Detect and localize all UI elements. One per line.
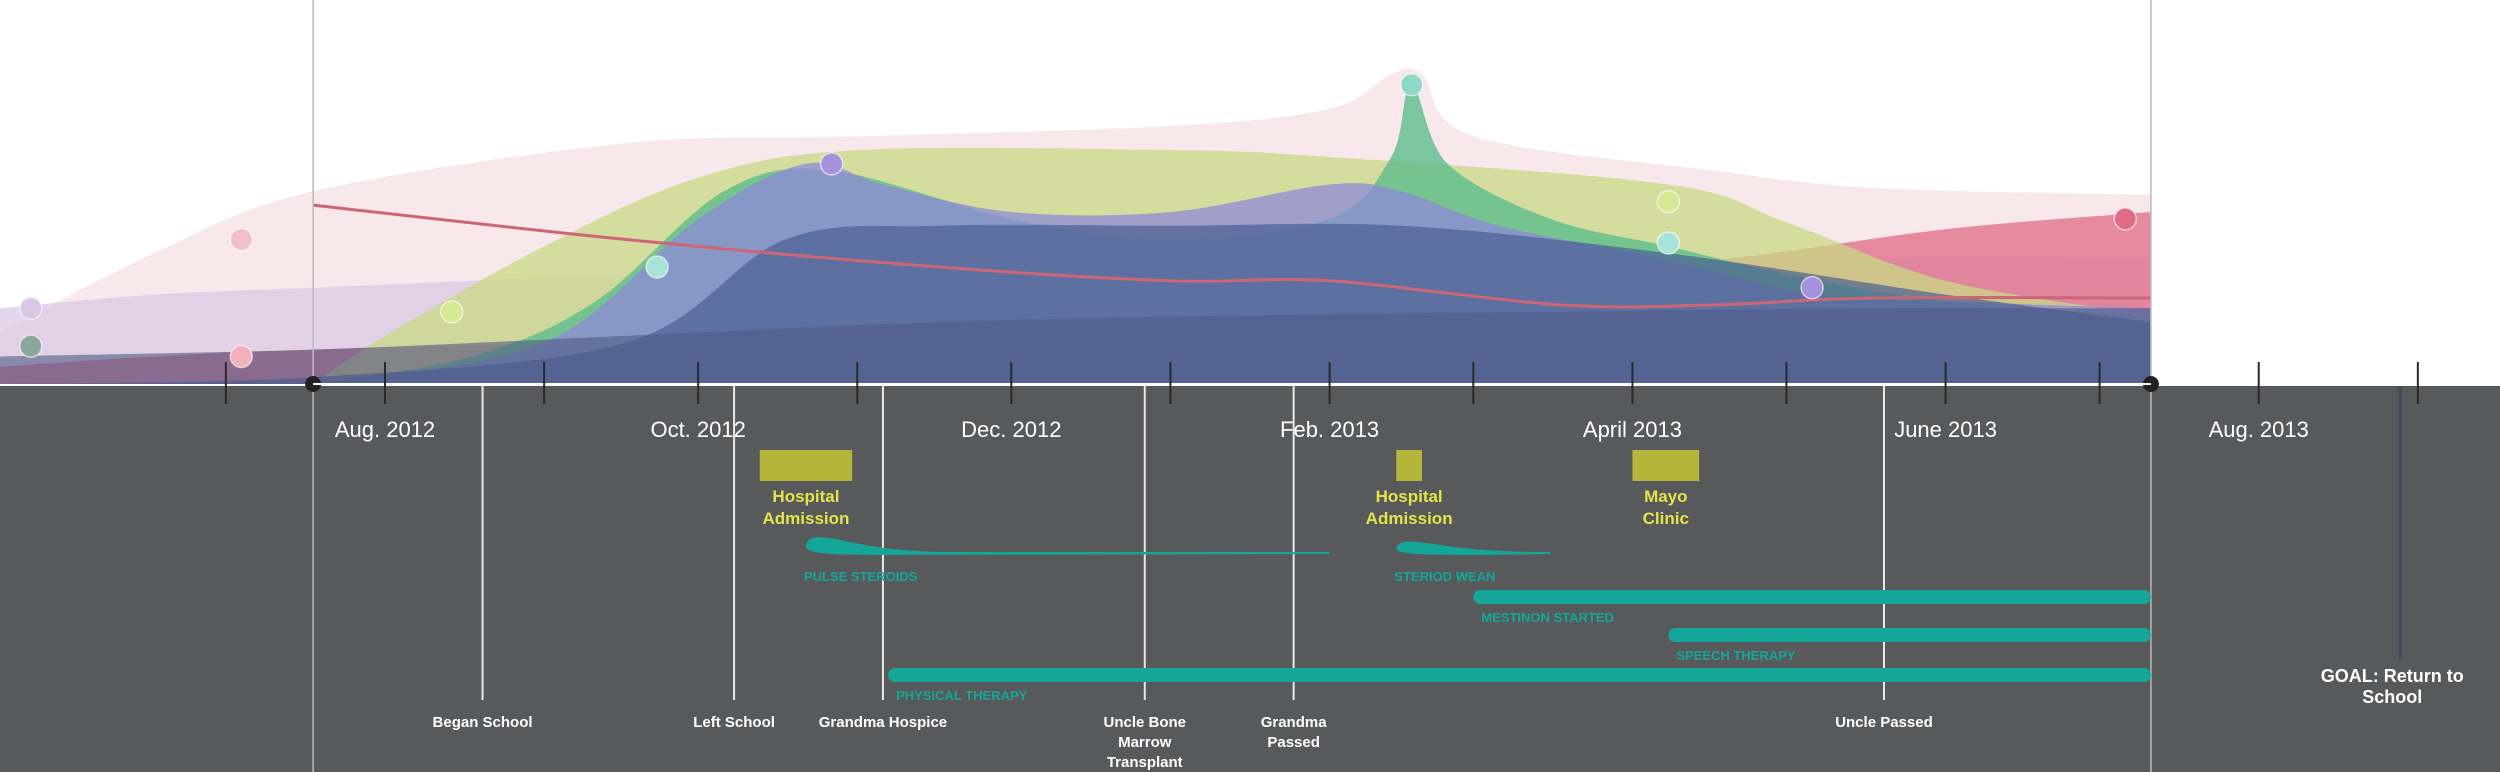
data-point-marker-8 [1656, 189, 1681, 214]
x-tick-label: Aug. 2013 [2209, 417, 2309, 442]
data-point-marker-11 [2113, 207, 2138, 231]
event-label-3: Uncle Bone Marrow Transplant [1104, 714, 1187, 771]
admission-label-line: Admission [763, 509, 850, 528]
goal-label-line: School [2362, 687, 2422, 707]
data-point-marker-1 [19, 334, 43, 358]
treatment-taper-1 [1396, 541, 1551, 555]
event-label-0: Began School [433, 714, 533, 731]
treatment-bar-2 [1473, 590, 2151, 604]
treatment-group: PULSE STEROIDS STERIOD WEAN MESTINON START… [804, 537, 2151, 703]
admission-group: Hospital Admission Hospital Admission Mayo Cl… [759, 450, 1700, 528]
treatment-bar-4 [888, 668, 2151, 682]
goal-label-line: GOAL: Return to [2321, 666, 2464, 686]
area-series-7 [0, 308, 2151, 384]
event-label-1: Left School [693, 714, 775, 731]
event-label-line: Marrow [1118, 734, 1172, 751]
admission-label-line: Hospital [1376, 487, 1443, 506]
timeline-background [0, 386, 2500, 772]
x-tick-label: April 2013 [1583, 417, 1682, 442]
admission-label-2: Mayo Clinic [1643, 487, 1689, 528]
data-point-marker-10 [1800, 275, 1824, 300]
data-point-marker-2 [229, 227, 254, 252]
event-label-line: Uncle Bone [1104, 714, 1187, 731]
trend-line-group [312, 203, 2151, 309]
data-point-marker-5 [645, 255, 669, 279]
event-label-line: Left School [693, 714, 775, 731]
x-tick-label: Feb. 2013 [1280, 417, 1379, 442]
x-axis: Aug. 2012 Oct. 2012 Dec. 2012 Feb. 2013 Apri… [224, 362, 2419, 442]
treatment-label: MESTINON STARTED [1481, 610, 1614, 625]
treatment-bar-3 [1668, 628, 2151, 642]
event-label-line: Transplant [1107, 754, 1183, 771]
event-label-4: Grandma Passed [1261, 714, 1328, 751]
admission-block-0 [759, 450, 853, 481]
x-tick-label: Dec. 2012 [961, 417, 1061, 442]
data-point-marker-7 [1399, 72, 1424, 97]
x-tick-label: Oct. 2012 [650, 417, 745, 442]
treatment-label: SPEECH THERAPY [1676, 648, 1796, 663]
goal-label: GOAL: Return to School [2321, 666, 2464, 707]
data-point-marker-9 [1656, 231, 1681, 255]
event-label-line: Uncle Passed [1835, 714, 1933, 731]
area-series-group [0, 68, 2151, 385]
admission-label-line: Clinic [1643, 509, 1689, 528]
goal-group: GOAL: Return to School [2321, 386, 2464, 707]
admission-label-1: Hospital Admission [1366, 487, 1453, 528]
treatment-label: STERIOD WEAN [1394, 569, 1495, 584]
admission-block-1 [1396, 450, 1422, 481]
data-point-marker-3 [229, 344, 254, 369]
range-bounds-group [305, 0, 2159, 772]
event-label-2: Grandma Hospice [819, 714, 947, 731]
event-group: Began School Left School Grandma Hospice Un… [433, 386, 1933, 771]
admission-block-2 [1632, 450, 1700, 481]
admission-label-line: Mayo [1644, 487, 1687, 506]
treatment-label: PULSE STEROIDS [804, 569, 918, 584]
data-point-marker-0 [19, 296, 43, 321]
x-tick-label: Aug. 2012 [335, 417, 435, 442]
admission-label-0: Hospital Admission [763, 487, 850, 528]
marker-group [19, 72, 2138, 369]
event-label-line: Grandma [1261, 714, 1328, 731]
trend-line [312, 203, 2151, 309]
admission-label-line: Admission [1366, 509, 1453, 528]
data-point-marker-6 [819, 152, 844, 176]
treatment-label: PHYSICAL THERAPY [896, 688, 1028, 703]
treatment-taper-0 [805, 537, 1330, 555]
admission-label-line: Hospital [772, 487, 839, 506]
x-tick-label: June 2013 [1894, 417, 1997, 442]
event-label-5: Uncle Passed [1835, 714, 1933, 731]
event-label-line: Grandma Hospice [819, 714, 947, 731]
event-label-line: Began School [433, 714, 533, 731]
data-point-marker-4 [439, 300, 464, 324]
event-label-line: Passed [1267, 734, 1320, 751]
